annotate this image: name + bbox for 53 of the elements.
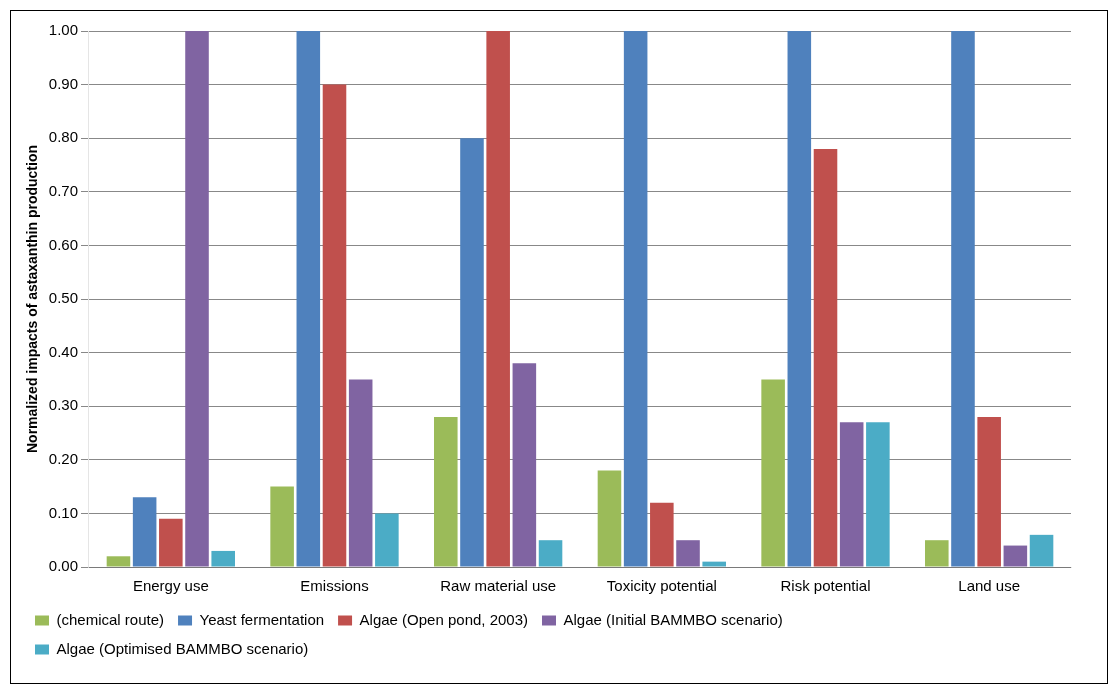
bar xyxy=(977,416,1001,567)
x-tick-label: Toxicity potential xyxy=(606,577,717,595)
bar xyxy=(348,379,373,567)
bar xyxy=(132,497,157,567)
bar xyxy=(1029,534,1054,567)
bar xyxy=(270,486,294,567)
bar xyxy=(787,31,812,567)
y-tick-label: 0.20 xyxy=(48,449,78,467)
bar xyxy=(839,422,864,567)
bar xyxy=(538,540,563,567)
bar xyxy=(434,416,458,567)
y-axis-title: Normalized impacts of astaxanthin production xyxy=(24,144,41,454)
y-tick-label: 0.30 xyxy=(48,396,78,414)
bar xyxy=(185,31,209,567)
bar xyxy=(761,379,785,567)
legend-label: (chemical route) xyxy=(56,610,165,628)
legend-label: Algae (Open pond, 2003) xyxy=(359,610,529,628)
legend-label: Algae (Initial BAMMBO scenario) xyxy=(563,610,783,628)
x-tick-label: Raw material use xyxy=(440,577,557,595)
bar xyxy=(951,31,975,567)
legend-label: Yeast fermentation xyxy=(199,610,325,628)
bar xyxy=(486,31,510,567)
bar xyxy=(925,540,949,567)
bar xyxy=(512,363,537,567)
y-tick-label: 1.00 xyxy=(48,21,78,39)
bar xyxy=(106,556,131,567)
y-tick-label: 0.50 xyxy=(48,289,78,307)
bar xyxy=(597,470,622,567)
y-tick-label: 0.00 xyxy=(48,557,78,575)
bar xyxy=(211,550,235,567)
y-tick-label: 0.60 xyxy=(48,235,78,253)
bar xyxy=(813,148,838,567)
x-tick-label: Land use xyxy=(958,577,1021,595)
y-tick-label: 0.40 xyxy=(48,342,78,360)
x-tick-label: Risk potential xyxy=(780,577,871,595)
x-tick-label: Energy use xyxy=(132,577,209,595)
bar xyxy=(702,561,726,567)
bar xyxy=(623,31,648,567)
bar xyxy=(159,518,183,567)
legend-label: Algae (Optimised BAMMBO scenario) xyxy=(56,639,309,657)
bar xyxy=(866,422,890,567)
y-tick-label: 0.70 xyxy=(48,181,78,199)
bar xyxy=(296,31,321,567)
bar xyxy=(676,540,700,567)
bar xyxy=(322,84,347,567)
y-tick-label: 0.90 xyxy=(48,74,78,92)
y-tick-label: 0.80 xyxy=(48,128,78,146)
bar xyxy=(375,513,399,567)
bar xyxy=(650,502,674,567)
y-tick-label: 0.10 xyxy=(48,503,78,521)
x-tick-label: Emissions xyxy=(300,577,369,595)
bar xyxy=(1003,545,1028,567)
bar xyxy=(460,138,484,567)
